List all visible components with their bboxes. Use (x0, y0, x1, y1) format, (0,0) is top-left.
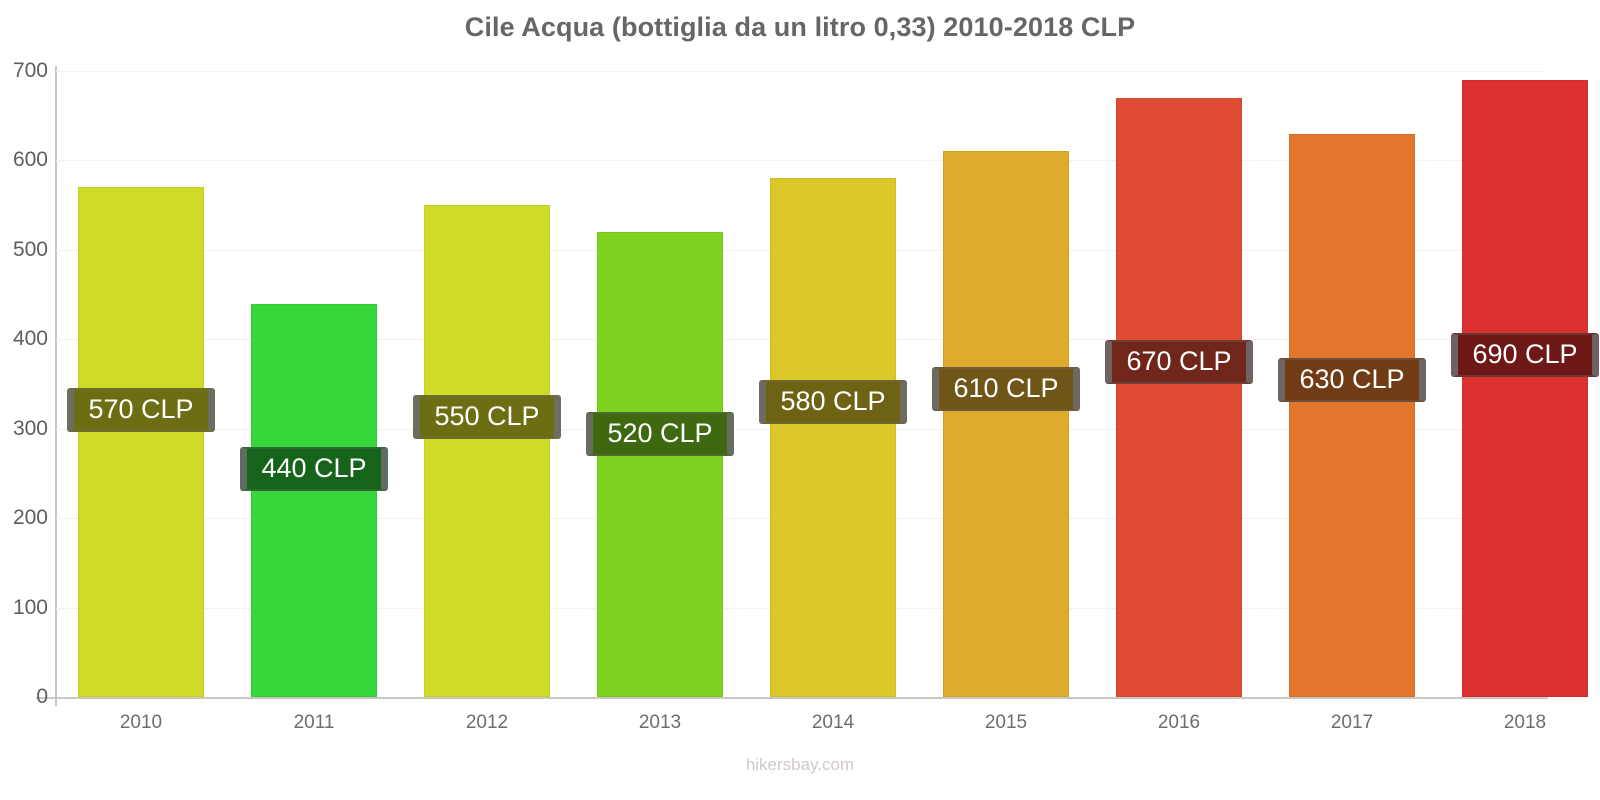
y-tick-label: 400 (12, 327, 48, 351)
x-tick-label: 2011 (293, 712, 335, 733)
bar-value-label: 520 CLP (586, 412, 734, 456)
x-tick-label: 2010 (119, 712, 163, 733)
bar-value-label: 440 CLP (240, 447, 388, 491)
bar[interactable] (943, 151, 1069, 697)
y-axis-line (55, 66, 57, 706)
y-tick-label: 600 (12, 148, 48, 172)
bar-value-label: 670 CLP (1105, 340, 1253, 384)
x-tick-label: 2012 (465, 712, 509, 733)
x-tick-label: 2017 (1330, 712, 1374, 733)
y-tick-label: 200 (12, 506, 48, 530)
y-tick-label: 0 (36, 685, 48, 708)
bar-value-label: 690 CLP (1451, 333, 1599, 377)
x-tick-label: 2016 (1157, 712, 1201, 733)
x-tick-label: 2013 (638, 712, 682, 733)
y-tick-label: 700 (12, 59, 48, 82)
x-axis-line (36, 697, 1548, 699)
bar[interactable] (770, 178, 896, 697)
bar-value-label: 570 CLP (67, 388, 215, 432)
bar[interactable] (1462, 79, 1588, 697)
x-tick-label: 2014 (811, 712, 855, 733)
bar-value-label: 610 CLP (932, 367, 1080, 411)
bar-value-label: 630 CLP (1278, 358, 1426, 402)
y-tick-label: 300 (12, 416, 48, 440)
source-watermark: hikersbay.com (745, 755, 855, 774)
x-tick-label: 2018 (1503, 712, 1547, 733)
y-tick-label: 500 (12, 237, 48, 261)
gridline-600 (56, 160, 1546, 162)
bar[interactable] (78, 187, 204, 697)
x-tick-label: 2015 (984, 712, 1028, 733)
bar-value-label: 550 CLP (413, 395, 561, 439)
gridline-700 (56, 71, 1546, 72)
bar[interactable] (597, 231, 723, 697)
bar[interactable] (1289, 133, 1415, 697)
bar-value-label: 580 CLP (759, 380, 907, 424)
chart-title: Cile Acqua (bottiglia da un litro 0,33) … (464, 12, 1136, 42)
bar[interactable] (251, 303, 377, 697)
y-tick-label: 100 (12, 595, 48, 619)
bar[interactable] (1116, 97, 1242, 697)
bar[interactable] (424, 205, 550, 697)
